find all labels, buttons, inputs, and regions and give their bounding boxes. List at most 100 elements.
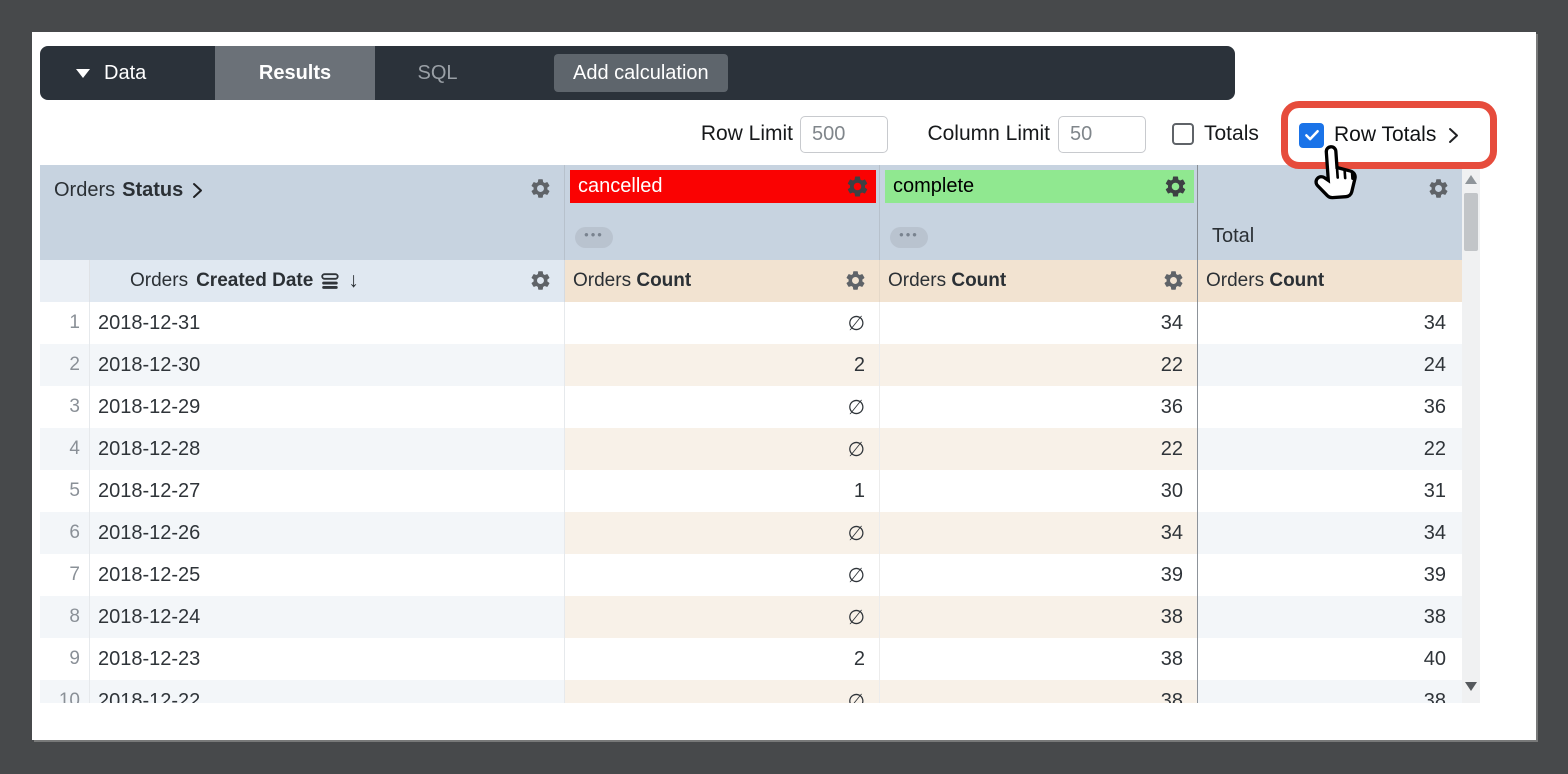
tab-sql[interactable]: SQL: [375, 46, 500, 100]
scrollbar-thumb[interactable]: [1464, 193, 1478, 251]
add-calculation-label: Add calculation: [573, 61, 709, 84]
gear-icon[interactable]: [845, 174, 870, 199]
table-row: 10 2018-12-22 ∅ 38 38: [40, 680, 1480, 703]
cell-date: 2018-12-27: [90, 470, 565, 512]
measure-name: Count: [1269, 270, 1325, 291]
data-section-toggle[interactable]: Data: [40, 46, 215, 100]
pivot-value-label: cancelled: [578, 175, 663, 197]
gear-icon[interactable]: [1163, 174, 1188, 199]
cell-date: 2018-12-26: [90, 512, 565, 554]
count-header-complete[interactable]: Orders Count: [880, 260, 1198, 302]
cell-cancelled: ∅: [565, 554, 880, 596]
gear-icon[interactable]: [529, 177, 552, 200]
cell-n: 10: [40, 680, 90, 703]
pivot-dimension-header[interactable]: Orders Status: [40, 165, 565, 260]
pivot-header-row: Orders Status cancelled ••• complete ••: [40, 165, 1480, 260]
cell-total: 24: [1198, 344, 1462, 386]
results-toolbar: Data Results SQL Add calculation: [40, 46, 1235, 100]
cell-cancelled: ∅: [565, 302, 880, 344]
cell-total: 38: [1198, 596, 1462, 638]
row-limit-input[interactable]: [800, 116, 888, 153]
cell-total: 31: [1423, 479, 1446, 502]
pivot-more-button[interactable]: •••: [575, 227, 613, 248]
cell-total: 39: [1423, 563, 1446, 586]
table-row: 4 2018-12-28 ∅ 22 22: [40, 428, 1480, 470]
cell-complete: 39: [880, 554, 1198, 596]
cell-total: 34: [1198, 512, 1462, 554]
created-date-header[interactable]: Orders Created Date ↓: [90, 260, 565, 302]
cell-n: 2: [40, 344, 90, 386]
totals-checkbox[interactable]: [1172, 123, 1194, 145]
cell-n: 1: [40, 302, 90, 344]
cell-cancelled: 2: [565, 638, 880, 680]
pivot-more-button[interactable]: •••: [890, 227, 928, 248]
pivot-value-banner[interactable]: complete: [885, 170, 1194, 203]
cell-date: 2018-12-30: [90, 344, 565, 386]
table-row: 7 2018-12-25 ∅ 39 39: [40, 554, 1480, 596]
tab-results[interactable]: Results: [215, 46, 375, 100]
sort-desc-icon[interactable]: ↓: [348, 269, 359, 292]
cell-complete: 36: [880, 386, 1198, 428]
hand-cursor-icon: [1314, 145, 1357, 200]
pivot-dim-prefix: Orders: [54, 179, 116, 201]
chevron-down-icon: [76, 68, 90, 78]
data-section-label: Data: [104, 61, 147, 84]
cell-complete: 38: [880, 680, 1198, 703]
chevron-right-icon[interactable]: [1446, 126, 1461, 145]
gear-icon[interactable]: [844, 269, 867, 292]
cell-date: 2018-12-24: [90, 596, 565, 638]
scroll-up-icon[interactable]: [1465, 175, 1477, 184]
cell-n: 6: [40, 512, 90, 554]
gear-icon[interactable]: [1162, 269, 1185, 292]
cell-cancelled: 2: [565, 344, 880, 386]
cell-complete: 30: [880, 470, 1198, 512]
gear-icon[interactable]: [1427, 177, 1450, 200]
scroll-down-icon[interactable]: [1465, 682, 1477, 691]
measure-prefix: Orders: [1206, 270, 1265, 291]
tab-results-label: Results: [258, 61, 332, 84]
cell-cancelled: ∅: [565, 428, 880, 470]
row-totals-annotation: Row Totals: [1281, 101, 1497, 169]
pivot-value-banner[interactable]: cancelled: [570, 170, 876, 203]
vertical-scrollbar[interactable]: [1462, 165, 1480, 703]
cell-cancelled: ∅: [565, 680, 880, 703]
table-row: 2 2018-12-30 2 22 24: [40, 344, 1480, 386]
cell-complete: 34: [880, 512, 1198, 554]
table-row: 5 2018-12-27 1 30 31: [40, 470, 1480, 512]
table-row: 6 2018-12-26 ∅ 34 34: [40, 512, 1480, 554]
cell-complete: 34: [880, 302, 1198, 344]
row-totals-checkbox[interactable]: [1299, 122, 1324, 148]
table-row: 9 2018-12-23 2 38 40: [40, 638, 1480, 680]
subtotal-icon[interactable]: [321, 272, 340, 290]
check-icon: [1304, 129, 1319, 141]
cell-n: 3: [40, 386, 90, 428]
cell-n: 5: [40, 470, 90, 512]
gear-icon[interactable]: [529, 269, 552, 292]
cell-date: 2018-12-28: [90, 428, 565, 470]
cell-complete: 38: [880, 596, 1198, 638]
tab-sql-label: SQL: [417, 61, 458, 84]
date-header-name: Created Date: [196, 270, 314, 291]
cell-date: 2018-12-31: [90, 302, 565, 344]
cell-cancelled: ∅: [565, 386, 880, 428]
cell-cancelled: ∅: [565, 512, 880, 554]
column-limit-label: Column Limit: [927, 122, 1050, 145]
row-number-header: [40, 260, 90, 302]
table-row: 1 2018-12-31 ∅ 34 34: [40, 302, 1480, 344]
table-body: 1 2018-12-31 ∅ 34 34 2 2018-12-30 2 22 24 3 2018-12…: [40, 302, 1480, 703]
measure-name: Count: [951, 270, 1007, 291]
add-calculation-button[interactable]: Add calculation: [554, 54, 728, 92]
count-header-cancelled[interactable]: Orders Count: [565, 260, 880, 302]
cell-total: 34: [1423, 311, 1446, 334]
cell-complete: 22: [880, 428, 1198, 470]
column-limit-input[interactable]: [1058, 116, 1146, 153]
pivot-col-complete: complete •••: [880, 165, 1198, 260]
cell-n: 7: [40, 554, 90, 596]
count-header-total[interactable]: Orders Count: [1198, 260, 1462, 302]
cell-cancelled: ∅: [565, 596, 880, 638]
row-limit-label: Row Limit: [700, 122, 793, 145]
cell-date: 2018-12-25: [90, 554, 565, 596]
table-row: 8 2018-12-24 ∅ 38 38: [40, 596, 1480, 638]
cell-complete: 22: [880, 344, 1198, 386]
cell-n: 9: [40, 638, 90, 680]
